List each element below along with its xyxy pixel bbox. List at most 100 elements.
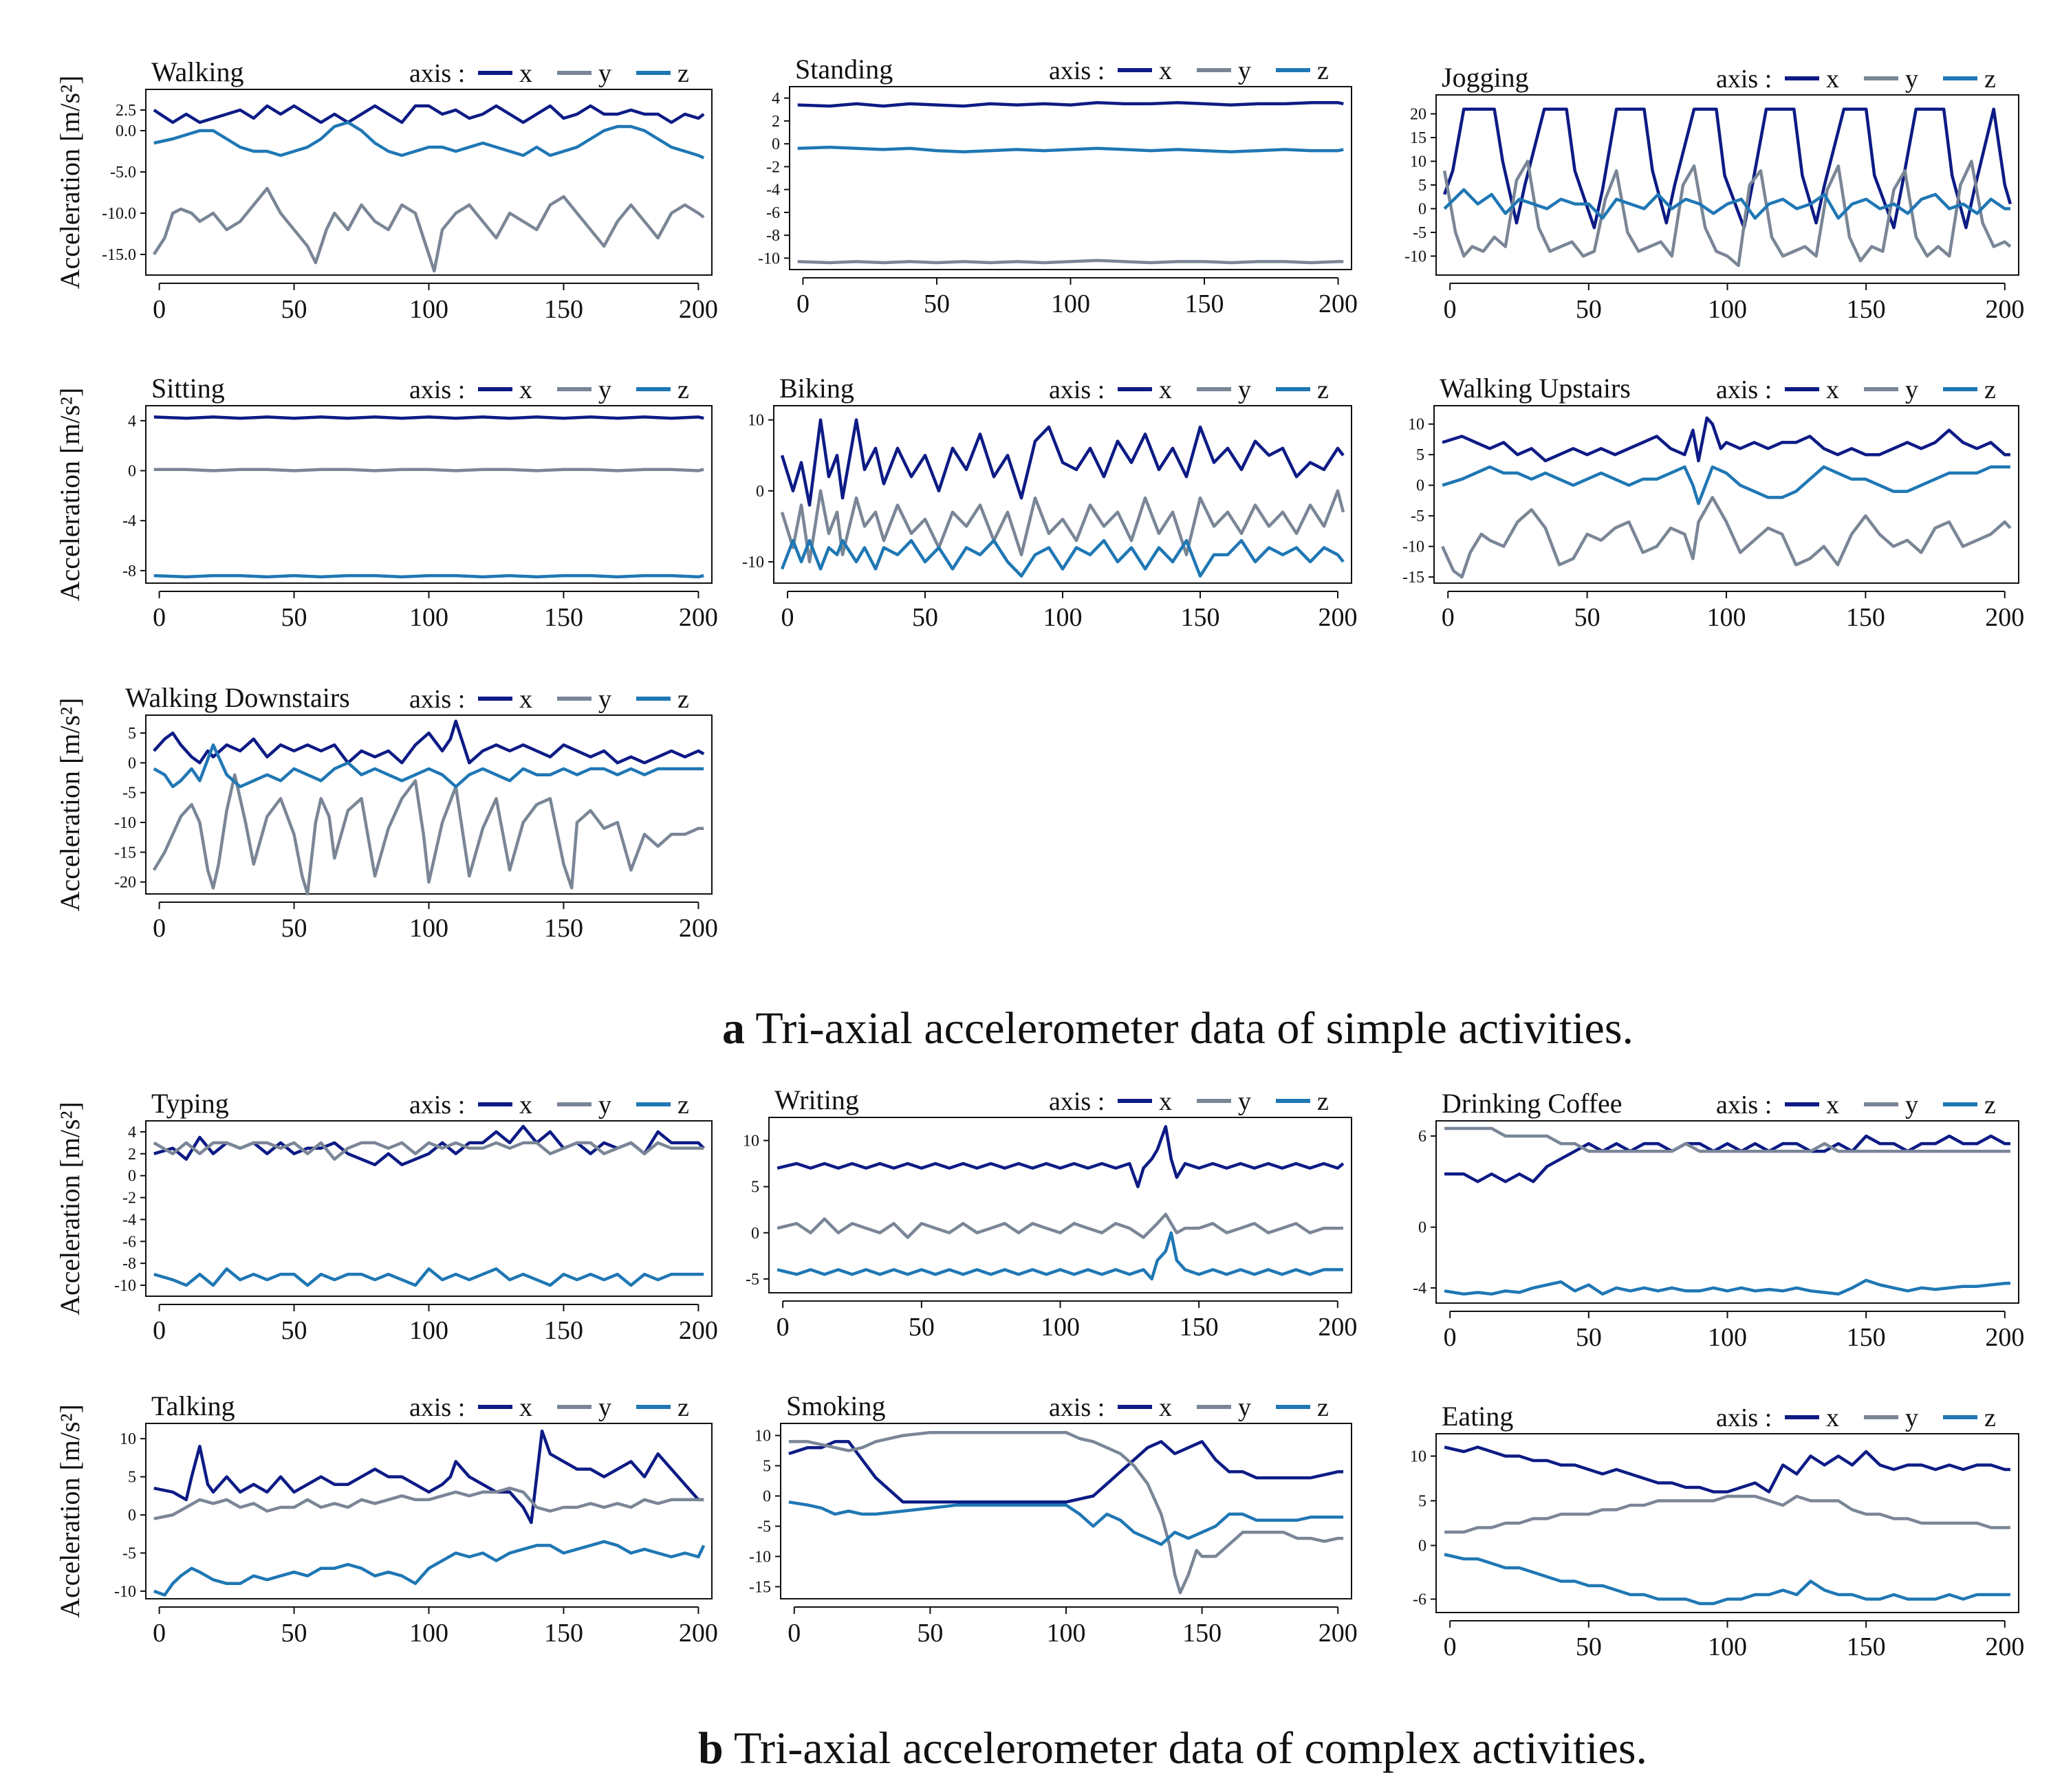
chart-title: Smoking xyxy=(786,1390,885,1421)
y-tick-label: 5 xyxy=(128,1469,136,1487)
y-tick-label: 0 xyxy=(1418,1538,1426,1555)
legend-label: axis : xyxy=(1716,375,1772,404)
chart-title: Eating xyxy=(1442,1401,1513,1432)
legend-entry-z: z xyxy=(677,685,689,714)
x-tick-label: 100 xyxy=(409,914,448,943)
y-tick-label: 10 xyxy=(755,1428,771,1445)
legend-entry-y: y xyxy=(598,59,611,88)
caption-b: b Tri-axial accelerometer data of comple… xyxy=(698,1723,1647,1775)
x-tick-label: 50 xyxy=(281,1316,307,1345)
y-tick-label: 5 xyxy=(763,1458,771,1476)
y-tick-label: -10 xyxy=(1404,248,1426,265)
y-tick-label: -4 xyxy=(122,1211,136,1229)
plot-frame xyxy=(789,86,1352,270)
plot-frame xyxy=(780,1423,1352,1599)
series-line-x xyxy=(153,719,705,765)
legend-label: axis : xyxy=(1049,1393,1105,1422)
legend-entry-z: z xyxy=(1317,1087,1329,1116)
x-tick-label: 50 xyxy=(281,603,307,632)
panel-walking: 2.5 0.0 -5.0 -10.0 -15.0 0 50 100 150 200 Walking a… xyxy=(54,56,718,324)
y-tick-label: 2.5 xyxy=(116,102,136,120)
series-line-x xyxy=(780,418,1345,507)
x-tick-label: 0 xyxy=(1444,1323,1457,1352)
y-tick-label: 0 xyxy=(128,462,136,480)
y-tick-label: -10 xyxy=(758,250,780,267)
chart-title: Walking Downstairs xyxy=(125,682,350,713)
y-tick-label: -4 xyxy=(766,182,780,199)
chart-title: Biking xyxy=(779,373,854,404)
x-tick-label: 0 xyxy=(1444,295,1457,324)
y-tick-label: 5 xyxy=(1418,1493,1426,1511)
y-tick-label: 5 xyxy=(1416,446,1424,464)
legend-entry-x: x xyxy=(1826,1091,1839,1119)
legend-label: axis : xyxy=(1049,56,1105,85)
y-tick-label: -8 xyxy=(766,227,780,245)
x-tick-label: 100 xyxy=(1707,603,1746,632)
y-tick-label: -10 xyxy=(114,814,136,832)
y-tick-label: -20 xyxy=(114,874,136,892)
x-tick-label: 50 xyxy=(281,295,307,324)
legend-entry-x: x xyxy=(519,1091,532,1119)
legend-entry-x: x xyxy=(519,685,532,714)
x-tick-label: 150 xyxy=(1846,603,1885,632)
legend-entry-x: x xyxy=(519,1393,532,1422)
series-line-y xyxy=(152,186,705,273)
y-axis-label: Acceleration [m/s²] xyxy=(54,76,85,289)
series-line-y xyxy=(797,259,1344,265)
legend-label: axis : xyxy=(1049,375,1105,404)
x-tick-label: 0 xyxy=(796,289,810,318)
x-tick-label: 150 xyxy=(1847,295,1886,324)
y-tick-label: -6 xyxy=(1413,1591,1426,1609)
plot-frame xyxy=(145,405,713,584)
y-tick-label: 2 xyxy=(128,1146,136,1163)
x-tick-label: 50 xyxy=(281,914,307,943)
legend-entry-y: y xyxy=(598,685,611,714)
x-tick-label: 50 xyxy=(1576,1323,1602,1352)
x-tick-label: 200 xyxy=(679,295,718,324)
legend-entry-y: y xyxy=(598,1393,611,1422)
chart-title: Drinking Coffee xyxy=(1442,1088,1623,1119)
x-tick-label: 200 xyxy=(1985,295,2024,324)
y-tick-label: 2 xyxy=(772,113,780,131)
y-tick-label: -5 xyxy=(746,1271,759,1289)
series-line-z xyxy=(153,1267,704,1287)
legend-entry-z: z xyxy=(677,59,689,88)
y-tick-label: -5 xyxy=(122,1544,136,1562)
series-line-x xyxy=(797,101,1344,108)
x-tick-label: 0 xyxy=(153,914,166,943)
series-line-y xyxy=(780,489,1345,564)
caption-a-text: Tri-axial accelerometer data of simple a… xyxy=(755,1003,1634,1053)
y-tick-label: 10 xyxy=(120,1430,136,1448)
caption-b-text: Tri-axial accelerometer data of complex … xyxy=(734,1723,1648,1773)
legend-label: axis : xyxy=(1716,65,1772,94)
x-tick-label: 150 xyxy=(1182,1619,1222,1648)
series-line-z xyxy=(1444,1553,2010,1606)
legend-entry-y: y xyxy=(1905,65,1918,94)
chart-title: Standing xyxy=(795,54,893,85)
y-tick-label: 10 xyxy=(743,1133,759,1150)
y-tick-label: -2 xyxy=(122,1190,136,1208)
x-tick-label: 200 xyxy=(1318,289,1358,318)
y-tick-label: -10 xyxy=(114,1277,136,1295)
chart-title: Writing xyxy=(774,1084,859,1115)
x-tick-label: 0 xyxy=(781,603,794,632)
series-line-x xyxy=(1444,1134,2010,1183)
series-line-x xyxy=(788,1440,1344,1504)
x-tick-label: 0 xyxy=(777,1313,790,1342)
chart-title: Walking xyxy=(151,56,244,87)
plot-frame xyxy=(145,1120,713,1297)
panel-sitting: 4 0 -4 -8 0 50 100 150 200 Sitting axis : x y z Accele… xyxy=(54,373,718,632)
legend-entry-z: z xyxy=(677,1091,689,1119)
legend-entry-y: y xyxy=(598,375,611,404)
series-line-y xyxy=(1441,496,2012,579)
x-tick-label: 100 xyxy=(409,603,448,632)
x-tick-label: 100 xyxy=(409,295,448,324)
x-tick-label: 200 xyxy=(679,603,718,632)
y-tick-label: 0 xyxy=(763,1488,771,1506)
x-tick-label: 200 xyxy=(1318,1619,1358,1648)
x-tick-label: 150 xyxy=(1847,1632,1886,1661)
legend-entry-y: y xyxy=(1905,1091,1918,1119)
